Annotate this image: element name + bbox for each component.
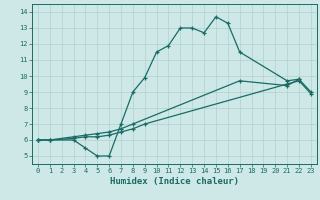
X-axis label: Humidex (Indice chaleur): Humidex (Indice chaleur) [110,177,239,186]
